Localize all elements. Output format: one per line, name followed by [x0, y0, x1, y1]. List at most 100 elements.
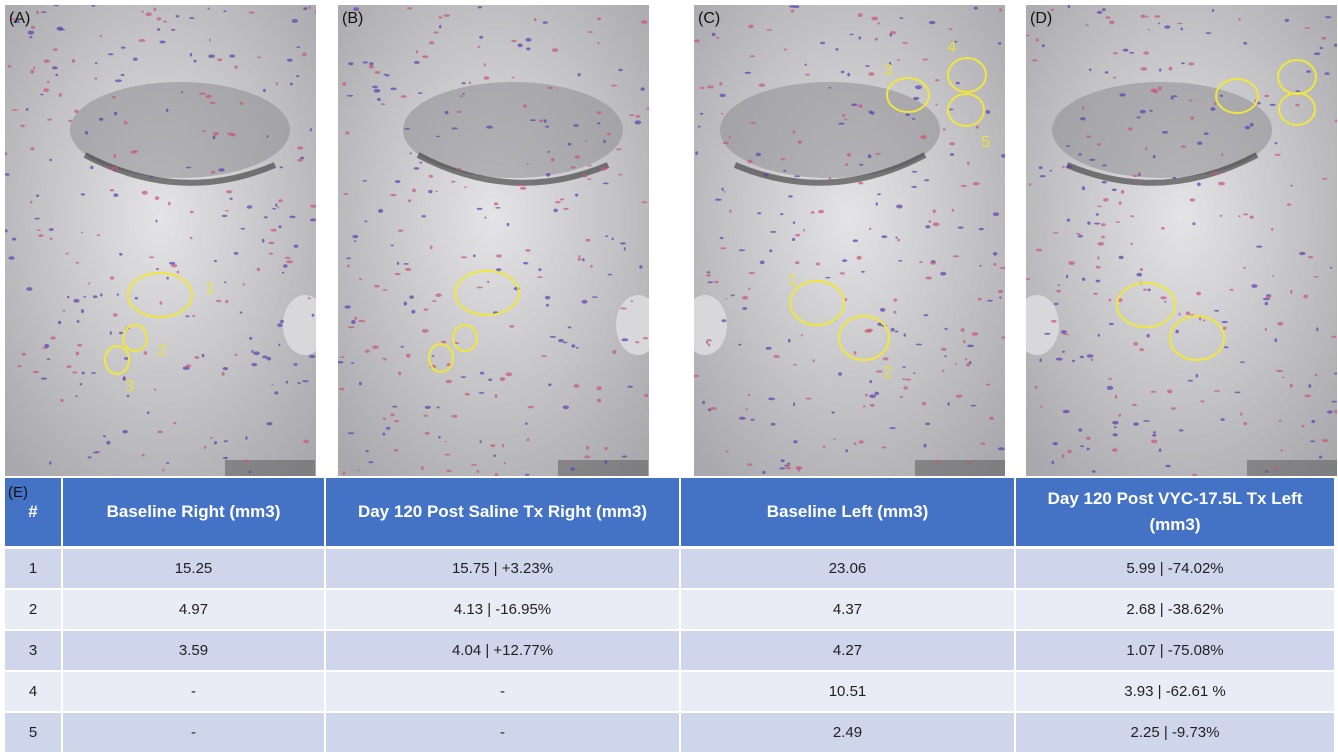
- wrinkle-dot: [157, 28, 160, 31]
- wrinkle-dot: [404, 302, 408, 306]
- wrinkle-dot: [157, 431, 162, 434]
- wrinkle-dot: [283, 264, 288, 267]
- wrinkle-dot: [386, 427, 391, 430]
- wrinkle-dot: [750, 55, 755, 57]
- wrinkle-dot: [592, 296, 599, 298]
- wrinkle-dot: [33, 371, 40, 374]
- wrinkle-dot: [993, 263, 996, 266]
- wrinkle-dot: [451, 181, 456, 183]
- wrinkle-dot: [209, 102, 216, 104]
- wrinkle-dot: [210, 437, 212, 439]
- wrinkle-dot: [966, 363, 970, 367]
- mouth-shadow: [915, 460, 1005, 476]
- wrinkle-dot: [419, 162, 422, 164]
- wrinkle-dot: [53, 48, 58, 50]
- wrinkle-dot: [1175, 330, 1179, 334]
- wrinkle-dot: [935, 79, 939, 81]
- wrinkle-dot: [923, 314, 928, 316]
- wrinkle-dot: [411, 310, 415, 314]
- wrinkle-dot: [961, 328, 965, 332]
- wrinkle-dot: [436, 136, 440, 138]
- wrinkle-dot: [1078, 428, 1082, 431]
- wrinkle-dot: [1078, 235, 1083, 238]
- wrinkle-dot: [924, 179, 929, 181]
- wrinkle-dot: [423, 415, 428, 417]
- wrinkle-dot: [563, 208, 569, 210]
- wrinkle-dot: [240, 102, 244, 105]
- wrinkle-dot: [1238, 18, 1241, 21]
- wrinkle-dot: [571, 344, 575, 347]
- wrinkle-dot: [1186, 311, 1190, 315]
- wrinkle-dot: [357, 469, 359, 471]
- wrinkle-dot: [1042, 44, 1045, 47]
- table-label: (E): [8, 484, 28, 501]
- wrinkle-dot: [1097, 143, 1102, 146]
- wrinkle-dot: [712, 33, 716, 37]
- wrinkle-dot: [493, 455, 496, 457]
- mouth-shadow: [1247, 460, 1337, 476]
- wrinkle-dot: [788, 339, 791, 343]
- annotation-label: 1: [206, 280, 215, 297]
- wrinkle-dot: [795, 234, 800, 237]
- wrinkle-dot: [905, 379, 911, 381]
- table-cell: 2.68 | -38.62%: [1015, 589, 1335, 630]
- wrinkle-dot: [1204, 132, 1209, 135]
- wrinkle-dot: [1162, 131, 1168, 134]
- wrinkle-dot: [805, 74, 810, 76]
- wrinkle-dot: [922, 402, 926, 405]
- wrinkle-dot: [446, 380, 453, 383]
- wrinkle-dot: [1151, 391, 1156, 393]
- wrinkle-dot: [93, 452, 99, 454]
- wrinkle-dot: [889, 427, 896, 429]
- wrinkle-dot: [280, 166, 283, 168]
- wrinkle-dot: [1062, 454, 1065, 458]
- wrinkle-dot: [1197, 183, 1201, 187]
- wrinkle-dot: [1087, 448, 1090, 451]
- wrinkle-dot: [1213, 172, 1218, 176]
- wrinkle-dot: [1243, 42, 1247, 45]
- wrinkle-dot: [211, 171, 216, 174]
- wrinkle-dot: [225, 300, 228, 303]
- wrinkle-dot: [548, 383, 551, 386]
- wrinkle-dot: [477, 208, 483, 210]
- wrinkle-dot: [1170, 97, 1173, 99]
- wrinkle-dot: [108, 53, 113, 55]
- wrinkle-dot: [439, 25, 441, 29]
- wrinkle-dot: [22, 353, 26, 356]
- wrinkle-dot: [29, 36, 32, 38]
- wrinkle-dot: [1080, 117, 1086, 120]
- wrinkle-dot: [1271, 228, 1273, 231]
- wrinkle-dot: [166, 109, 169, 113]
- wrinkle-dot: [193, 60, 196, 63]
- wrinkle-dot: [870, 380, 873, 383]
- wrinkle-dot: [290, 83, 293, 86]
- wrinkle-dot: [1164, 301, 1166, 303]
- annotation-label: 3: [884, 62, 893, 79]
- wrinkle-dot: [1132, 404, 1137, 406]
- wrinkle-dot: [12, 238, 16, 241]
- wrinkle-dot: [845, 163, 848, 166]
- wrinkle-dot: [124, 121, 128, 125]
- wrinkle-dot: [912, 118, 916, 120]
- wrinkle-dot: [342, 82, 346, 86]
- wrinkle-dot: [113, 154, 116, 158]
- wrinkle-dot: [490, 444, 495, 447]
- wrinkle-dot: [793, 402, 795, 406]
- wrinkle-dot: [588, 31, 594, 33]
- table-row: 4--10.513.93 | -62.61 %: [5, 671, 1335, 712]
- wrinkle-dot: [359, 278, 362, 280]
- wrinkle-dot: [922, 59, 928, 61]
- wrinkle-dot: [512, 77, 515, 79]
- skin: [338, 5, 649, 476]
- wrinkle-dot: [392, 406, 398, 408]
- wrinkle-dot: [582, 258, 585, 261]
- wrinkle-dot: [590, 265, 592, 268]
- wrinkle-dot: [76, 262, 80, 264]
- wrinkle-dot: [818, 210, 824, 214]
- wrinkle-dot: [81, 232, 83, 234]
- wrinkle-dot: [224, 440, 228, 442]
- wrinkle-dot: [253, 351, 260, 355]
- wrinkle-dot: [1243, 267, 1246, 269]
- wrinkle-dot: [223, 10, 226, 12]
- wrinkle-dot: [859, 36, 862, 39]
